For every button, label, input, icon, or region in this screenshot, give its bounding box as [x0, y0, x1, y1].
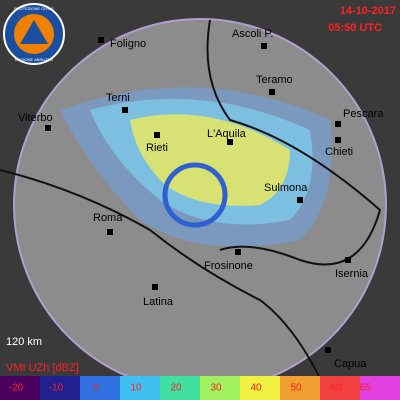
city-marker	[107, 229, 113, 235]
city-label: Viterbo	[18, 112, 53, 124]
legend-tick: 60	[330, 383, 342, 394]
city-label: Terni	[106, 92, 130, 104]
city-marker	[122, 107, 128, 113]
city-marker	[98, 37, 104, 43]
city-label: Pescara	[343, 108, 384, 120]
color-step	[320, 376, 360, 400]
city-marker	[235, 249, 241, 255]
legend-tick: 40	[250, 383, 262, 394]
color-step	[160, 376, 200, 400]
legend-tick: 30	[210, 383, 222, 394]
city-marker	[227, 139, 233, 145]
echo-ring	[162, 162, 228, 228]
city-marker	[261, 43, 267, 49]
city-label: Rieti	[146, 142, 168, 154]
city-marker	[152, 284, 158, 290]
legend-tick: 0	[93, 383, 99, 394]
color-step	[360, 376, 400, 400]
city-marker	[297, 197, 303, 203]
city-marker	[45, 125, 51, 131]
city-marker	[325, 347, 331, 353]
color-step	[240, 376, 280, 400]
date: 14-10-2017	[340, 5, 396, 17]
city-label: Capua	[334, 358, 367, 370]
city-marker	[345, 257, 351, 263]
city-label: Chieti	[325, 146, 353, 158]
time: 05:50 UTC	[328, 22, 382, 34]
legend-tick: 50	[290, 383, 302, 394]
city-label: Latina	[143, 296, 174, 308]
city-label: Teramo	[256, 74, 293, 86]
city-label: Isernia	[335, 268, 369, 280]
legend-tick: 65	[360, 383, 372, 394]
legend-tick: -20	[9, 383, 24, 394]
city-label: Frosinone	[204, 260, 253, 272]
city-marker	[335, 121, 341, 127]
legend-title: VMI UZh [dBZ]	[6, 362, 79, 374]
logo-text: REGIONE ABRUZZO	[15, 57, 53, 62]
color-step	[0, 376, 40, 400]
logo-text: PROTEZIONE CIVILE	[14, 6, 54, 11]
color-step	[80, 376, 120, 400]
city-label: Ascoli P.	[232, 28, 273, 40]
color-step	[40, 376, 80, 400]
city-marker	[269, 89, 275, 95]
color-step	[120, 376, 160, 400]
legend-tick: 10	[130, 383, 142, 394]
range-label: 120 km	[6, 336, 42, 348]
city-label: Sulmona	[264, 182, 308, 194]
border	[0, 169, 331, 400]
logo-triangle	[20, 20, 48, 44]
city-label: L'Aquila	[207, 128, 247, 140]
city-marker	[335, 137, 341, 143]
colorbar	[0, 376, 400, 400]
city-label: Roma	[93, 212, 123, 224]
city-marker	[154, 132, 160, 138]
color-step	[280, 376, 320, 400]
color-step	[200, 376, 240, 400]
legend-tick: 20	[170, 383, 182, 394]
city-label: Foligno	[110, 38, 146, 50]
border	[206, 19, 382, 266]
legend-tick: -10	[49, 383, 64, 394]
